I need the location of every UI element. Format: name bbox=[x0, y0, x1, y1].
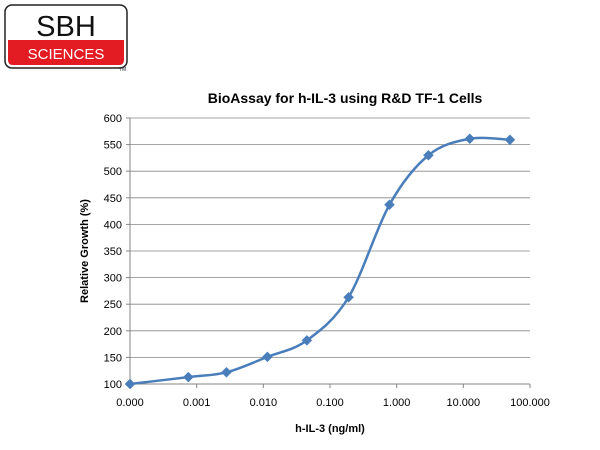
x-tick-labels: 0.000 0.001 0.010 0.100 1.000 10.000 100.000 bbox=[116, 397, 550, 409]
gridlines bbox=[126, 117, 531, 388]
y-tick-label: 300 bbox=[104, 273, 122, 285]
chart-title: BioAssay for h-IL-3 using R&D TF-1 Cells bbox=[208, 90, 483, 106]
y-axis-title: Relative Growth (%) bbox=[79, 199, 91, 303]
y-tick-label: 400 bbox=[104, 219, 122, 231]
y-tick-label: 550 bbox=[104, 140, 122, 152]
data-point-marker bbox=[182, 371, 194, 383]
data-point-marker bbox=[464, 133, 476, 145]
x-tick-label: 0.100 bbox=[316, 397, 344, 409]
data-point-marker bbox=[384, 199, 395, 211]
data-point-marker bbox=[423, 149, 434, 161]
data-point-marker bbox=[343, 291, 354, 303]
logo-red-band bbox=[8, 40, 124, 65]
y-tick-label: 250 bbox=[104, 299, 122, 311]
logo-text-sciences: SCIENCES bbox=[28, 46, 105, 63]
x-tick-label: 100.000 bbox=[510, 397, 550, 409]
x-tick-label: 1.000 bbox=[383, 397, 411, 409]
data-point-marker bbox=[301, 335, 313, 346]
data-point-marker bbox=[124, 378, 136, 390]
y-tick-label: 200 bbox=[104, 326, 122, 338]
logo-text-sbh: SBH bbox=[36, 11, 96, 43]
y-tick-label: 600 bbox=[104, 113, 122, 125]
data-point-marker bbox=[504, 134, 516, 146]
x-tick-label: 10.000 bbox=[447, 397, 481, 409]
data-point-marker bbox=[221, 366, 232, 378]
y-tick-label: 500 bbox=[104, 166, 122, 178]
y-tick-labels: 100 150 200 250 300 350 400 450 500 550 600 bbox=[104, 113, 122, 391]
logo-trademark: TM bbox=[119, 67, 126, 73]
sbh-sciences-logo: SBH SCIENCES TM bbox=[4, 4, 128, 73]
y-tick-label: 350 bbox=[104, 246, 122, 258]
axes bbox=[129, 118, 530, 385]
y-tick-label: 150 bbox=[104, 352, 122, 364]
x-tick-label: 0.001 bbox=[183, 397, 211, 409]
data-series bbox=[124, 133, 516, 390]
x-axis-title: h-IL-3 (ng/ml) bbox=[295, 423, 365, 435]
y-tick-label: 450 bbox=[104, 193, 122, 205]
data-point-marker bbox=[262, 351, 273, 363]
x-tick-label: 0.010 bbox=[250, 397, 278, 409]
series-line bbox=[129, 136, 510, 386]
y-tick-label: 100 bbox=[104, 379, 122, 391]
x-tick-label: 0.000 bbox=[116, 397, 144, 409]
